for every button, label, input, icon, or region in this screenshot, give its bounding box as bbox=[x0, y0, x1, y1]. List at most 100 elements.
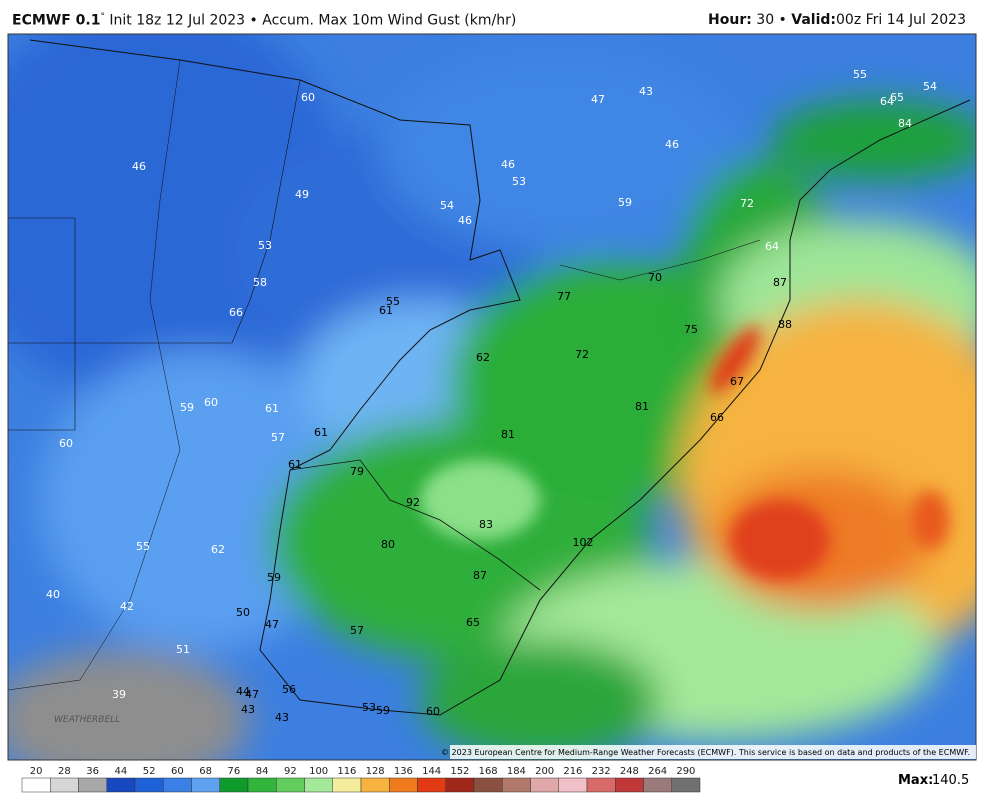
colorbar-cell bbox=[417, 777, 446, 793]
colorbar-cell bbox=[276, 777, 305, 793]
wind-label: 59 bbox=[618, 196, 632, 209]
wind-label: 72 bbox=[575, 348, 589, 361]
colorbar-cell bbox=[134, 777, 164, 793]
wind-label: 64 bbox=[765, 240, 779, 253]
wind-label: 84 bbox=[898, 117, 912, 130]
colorbar-cell bbox=[671, 777, 701, 793]
wind-label: 51 bbox=[176, 643, 190, 656]
colorbar-cell bbox=[50, 777, 79, 793]
colorbar-cell bbox=[191, 777, 220, 793]
colorbar-label: 216 bbox=[563, 766, 582, 777]
copyright: © 2023 European Centre for Medium-Range … bbox=[441, 748, 970, 757]
wind-label: 62 bbox=[476, 351, 490, 364]
max-label: Max: bbox=[898, 773, 933, 788]
wind-label: 46 bbox=[665, 138, 679, 151]
wind-label: 50 bbox=[236, 606, 250, 619]
hour-value: 30 • bbox=[756, 12, 787, 28]
colorbar-cell bbox=[445, 777, 475, 793]
wind-label: 47 bbox=[245, 688, 259, 701]
colorbar-label: 184 bbox=[507, 766, 526, 777]
colorbar-label: 60 bbox=[171, 766, 184, 777]
colorbar-label: 200 bbox=[535, 766, 554, 777]
wind-label: 88 bbox=[778, 318, 792, 331]
colorbar-label: 44 bbox=[115, 766, 128, 777]
field bbox=[8, 34, 976, 760]
wind-label: 40 bbox=[46, 588, 60, 601]
header-left: ECMWF 0.1° Init 18z 12 Jul 2023 • Accum.… bbox=[12, 12, 516, 29]
colorbar-label: 248 bbox=[620, 766, 639, 777]
wind-label: 65 bbox=[466, 616, 480, 629]
wind-label: 56 bbox=[282, 683, 296, 696]
wind-label: 80 bbox=[381, 538, 395, 551]
header-right: Hour: 30 • Valid:00z Fri 14 Jul 2023 bbox=[708, 12, 966, 28]
colorbar-label: 76 bbox=[228, 766, 241, 777]
wind-label: 60 bbox=[301, 91, 315, 104]
colorbar-cell bbox=[502, 777, 531, 793]
wind-label: 59 bbox=[376, 704, 390, 717]
wind-label: 53 bbox=[258, 239, 272, 252]
wind-label: 44 bbox=[236, 685, 250, 698]
wind-label: 54 bbox=[440, 199, 454, 212]
wind-label: 47 bbox=[265, 618, 279, 631]
wind-label: 58 bbox=[253, 276, 267, 289]
wind-label: 77 bbox=[557, 290, 571, 303]
colorbar-cell bbox=[530, 777, 559, 793]
colorbar-label: 144 bbox=[422, 766, 441, 777]
degree: ° bbox=[100, 12, 105, 22]
colorbar-cell bbox=[360, 777, 390, 793]
wind-label: 83 bbox=[479, 518, 493, 531]
wind-label: 49 bbox=[295, 188, 309, 201]
wind-label: 57 bbox=[350, 624, 364, 637]
colorbar-cell bbox=[219, 777, 249, 793]
hour-label: Hour: bbox=[708, 12, 752, 28]
colorbar-label: 68 bbox=[199, 766, 212, 777]
colorbar-cell bbox=[615, 777, 644, 793]
wind-label: 61 bbox=[265, 402, 279, 415]
wind-label: 59 bbox=[180, 401, 194, 414]
wind-label: 81 bbox=[501, 428, 515, 441]
description: Init 18z 12 Jul 2023 • Accum. Max 10m Wi… bbox=[109, 12, 517, 29]
colorbar-cell bbox=[247, 777, 277, 793]
wind-label: 55 bbox=[386, 295, 400, 308]
colorbar-label: 152 bbox=[450, 766, 469, 777]
borders bbox=[8, 39, 971, 716]
map-frame bbox=[7, 33, 977, 761]
colorbar-label: 290 bbox=[676, 766, 695, 777]
wind-label: 43 bbox=[639, 85, 653, 98]
wind-label: 60 bbox=[204, 396, 218, 409]
wind-label: 57 bbox=[271, 431, 285, 444]
wind-label: 72 bbox=[740, 197, 754, 210]
wind-label: 43 bbox=[275, 711, 289, 724]
colorbar-label: 168 bbox=[479, 766, 498, 777]
wind-label: 64 bbox=[880, 95, 894, 108]
colorbar-cell bbox=[558, 777, 588, 793]
wind-label: 102 bbox=[573, 536, 594, 549]
wind-label: 61 bbox=[314, 426, 328, 439]
colorbar-cell bbox=[332, 777, 362, 793]
wind-label: 55 bbox=[136, 540, 150, 553]
colorbar-label: 36 bbox=[86, 766, 99, 777]
valid-label: Valid: bbox=[791, 12, 837, 28]
colorbar-label: 100 bbox=[309, 766, 328, 777]
wind-label: 62 bbox=[211, 543, 225, 556]
wind-label: 60 bbox=[59, 437, 73, 450]
model: ECMWF 0.1 bbox=[12, 12, 101, 29]
wind-label: 60 bbox=[426, 705, 440, 718]
colorbar-label: 84 bbox=[256, 766, 269, 777]
max-value: 140.5 bbox=[932, 773, 969, 788]
wind-label: 54 bbox=[923, 80, 937, 93]
colorbar-label: 232 bbox=[592, 766, 611, 777]
colorbar-cell bbox=[643, 777, 672, 793]
wind-label: 55 bbox=[853, 68, 867, 81]
valid-value: 00z Fri 14 Jul 2023 bbox=[836, 12, 966, 28]
colorbar-cell bbox=[21, 777, 51, 793]
wind-label: 79 bbox=[350, 465, 364, 478]
colorbar-label: 264 bbox=[648, 766, 667, 777]
wind-label: 47 bbox=[591, 93, 605, 106]
colorbar-label: 20 bbox=[30, 766, 43, 777]
wind-label: 92 bbox=[406, 496, 420, 509]
colorbar-cell bbox=[473, 777, 503, 793]
wind-label: 53 bbox=[512, 175, 526, 188]
